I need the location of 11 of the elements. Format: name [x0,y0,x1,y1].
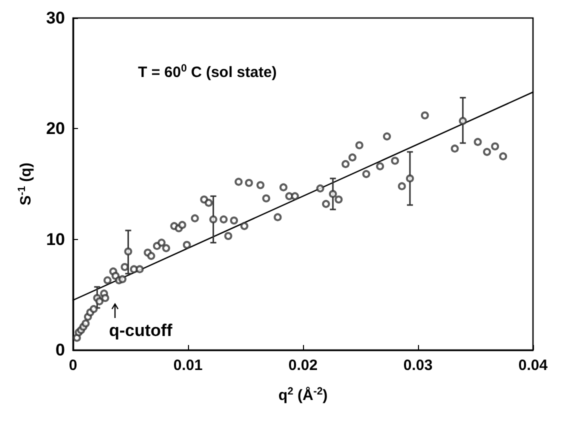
x-tick-label: 0.03 [403,357,433,374]
y-axis-title: S-1 (q) [16,162,34,206]
x-tick-label: 0 [68,357,78,374]
y-tick-label: 30 [46,8,65,28]
x-tick-label: 0.02 [288,357,318,374]
y-tick-label: 10 [46,230,65,249]
y-tick-label: 0 [56,340,65,360]
x-tick-label: 0.01 [173,357,203,374]
y-tick-label: 20 [46,119,65,138]
annotation: q-cutoff [109,321,173,340]
x-tick-label: 0.04 [518,357,548,374]
